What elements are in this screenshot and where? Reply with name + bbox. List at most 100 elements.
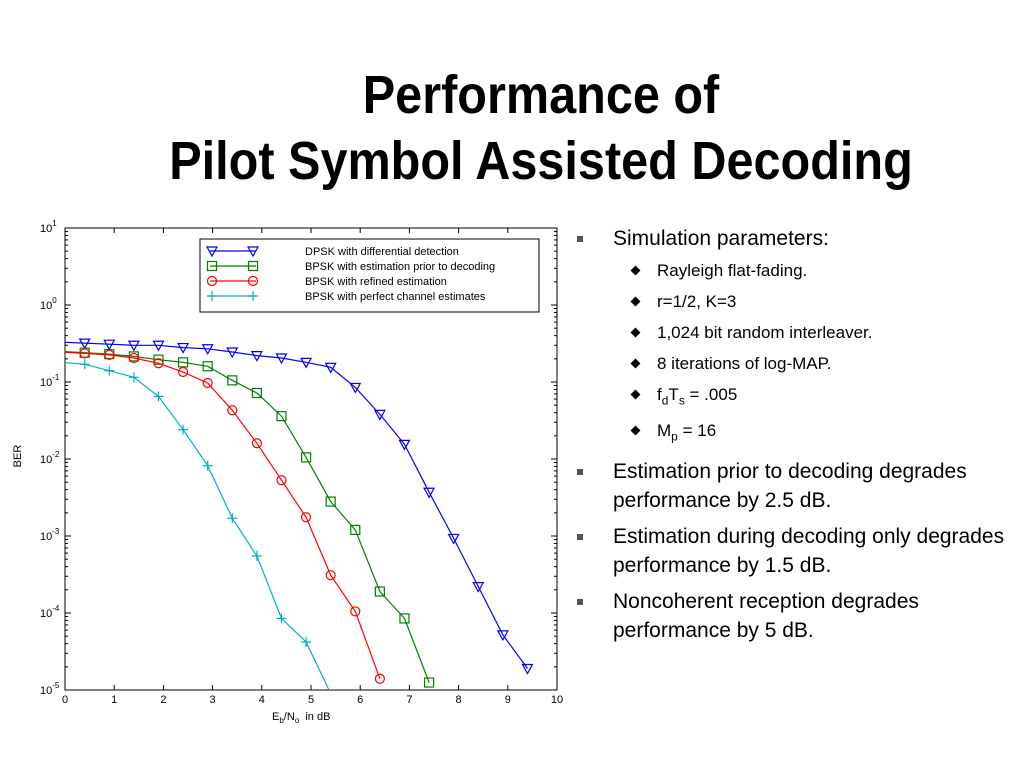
data-point [251,387,262,399]
legend-label: BPSK with refined estimation [305,276,447,288]
diamond-bullet-icon [630,265,641,276]
data-point [399,613,410,624]
data-point [79,348,90,359]
x-axis-label-sub2: o [295,716,300,725]
bullet-text: Estimation during decoding only degrades… [613,524,1005,577]
square-bullet-icon [577,598,583,605]
data-point [152,340,165,352]
param-subscript: p [671,429,678,444]
x-tick-label: 0 [62,694,68,706]
data-point [65,337,67,340]
data-point [104,349,115,360]
x-tick-label: 2 [160,694,166,706]
legend: DPSK with differential detection BPSK wit… [199,238,540,313]
data-point [178,424,189,435]
data-point [202,377,213,389]
y-tick-exp: -1 [52,373,60,382]
param-subscript: d [661,393,669,408]
bullet-simulation-parameters: Simulation parameters: [575,224,1015,253]
title-line-1: Performance of [362,65,720,125]
data-point [177,342,190,354]
notes-panel: Simulation parameters: Rayleigh flat-fad… [575,224,1015,652]
data-point [349,382,362,394]
x-tick-label: 7 [406,694,412,706]
param-item: Rayleigh flat-fading. [575,260,1015,282]
x-tick-label: 10 [551,694,563,706]
series-1 [65,346,435,688]
data-point [79,359,90,370]
y-tick-label: 10-5 [40,681,60,697]
data-point [104,365,115,376]
data-point [153,358,164,369]
legend-label: BPSK with estimation prior to decoding [305,261,495,273]
data-point [374,586,385,597]
data-point [65,350,66,354]
x-tick-label: 4 [259,694,265,706]
data-point [374,673,385,684]
data-point [423,487,436,499]
param-text-part: f [657,385,662,404]
bullet-text: Noncoherent reception degrades performan… [613,589,919,642]
param-text: 1,024 bit random interleaver. [657,323,873,342]
data-point [251,550,262,561]
param-item: Mp = 16 [575,420,1015,447]
data-point [447,533,460,545]
data-point [276,411,287,422]
data-point [177,366,189,378]
series-line [65,351,430,683]
data-point [250,351,263,362]
bullet-item: Noncoherent reception degrades performan… [575,587,1015,645]
diamond-bullet-icon [630,389,641,400]
legend-box [199,238,540,313]
data-point [423,677,435,688]
diamond-bullet-icon [630,327,641,338]
square-bullet-icon [577,533,583,540]
data-point [251,438,262,449]
y-tick-label: 10-2 [40,450,60,466]
data-point [103,339,116,351]
y-tick-label: 100 [40,296,57,312]
legend-marker [248,291,258,301]
series-3 [65,359,330,690]
param-item: r=1/2, K=3 [575,291,1015,313]
data-point [65,346,66,357]
data-point [202,361,213,372]
data-point [153,391,164,402]
data-point [78,338,91,350]
param-text: Rayleigh flat-fading. [657,261,808,280]
x-tick-label: 1 [111,694,117,706]
x-tick-label: 8 [456,694,462,706]
data-point [300,512,312,523]
legend-marker [247,275,259,287]
data-point [275,353,288,365]
diamond-bullet-icon [630,425,641,436]
param-item: 8 iterations of log-MAP. [575,353,1015,375]
y-tick-base: 10 [40,454,52,466]
data-point [276,475,287,486]
data-point [177,357,189,368]
param-text-part: T [668,385,679,404]
series-line [65,362,330,690]
data-point [227,513,238,524]
data-point [226,347,239,359]
param-text-part: = .005 [684,385,738,404]
data-point [496,630,509,642]
param-text-part: M [657,421,672,441]
bullet-text: Estimation prior to decoding degrades pe… [613,459,967,512]
y-tick-exp: 1 [52,219,57,228]
data-point [202,460,213,471]
param-item: 1,024 bit random interleaver. [575,322,1015,344]
y-axis-label: BER [12,445,24,468]
data-point [227,375,238,386]
legend-marker [246,246,260,258]
y-tick-exp: -5 [52,681,60,690]
legend-marker [206,275,218,287]
y-tick-label: 10-3 [40,527,60,543]
x-axis-label-tail: in dB [299,711,330,723]
diamond-bullet-icon [630,296,641,307]
param-item: fdTs = .005 [575,384,1015,411]
square-bullet-icon [577,236,583,242]
y-tick-base: 10 [40,300,52,312]
